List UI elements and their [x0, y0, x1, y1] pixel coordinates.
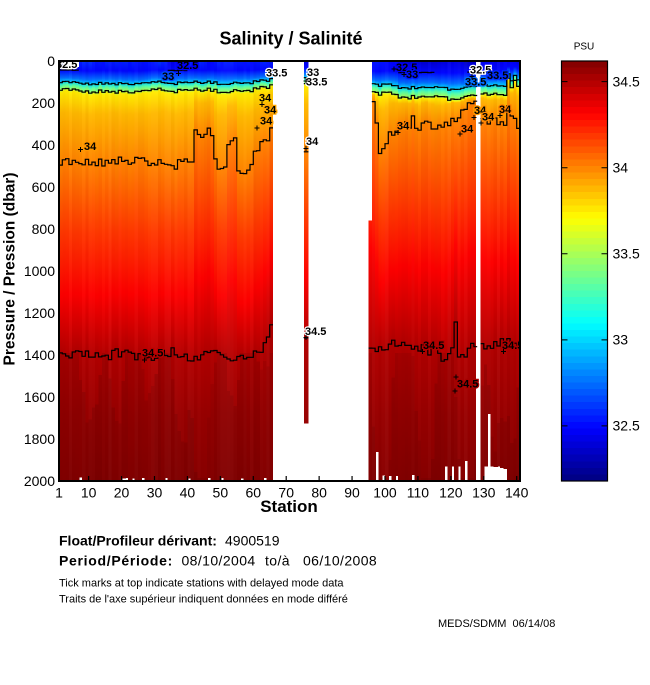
svg-text:1000: 1000	[24, 263, 55, 279]
svg-text:34: 34	[482, 112, 495, 124]
svg-text:34: 34	[474, 105, 487, 117]
svg-text:1400: 1400	[24, 347, 55, 363]
svg-text:PSU: PSU	[574, 42, 595, 53]
svg-text:10: 10	[81, 485, 97, 501]
svg-text:1600: 1600	[24, 389, 55, 405]
svg-text:33.5: 33.5	[487, 70, 508, 82]
svg-text:34.5: 34.5	[423, 340, 444, 352]
svg-text:34: 34	[264, 105, 277, 117]
svg-text:110: 110	[407, 485, 430, 501]
svg-text:Salinity / Salinité: Salinity / Salinité	[219, 29, 362, 49]
svg-text:400: 400	[32, 137, 56, 153]
svg-text:90: 90	[344, 485, 360, 501]
svg-text:33.5: 33.5	[306, 77, 327, 89]
svg-text:34: 34	[260, 116, 273, 128]
svg-text:800: 800	[32, 221, 56, 237]
svg-text:140: 140	[505, 485, 529, 501]
svg-text:70: 70	[278, 485, 294, 501]
svg-text:33: 33	[307, 67, 319, 79]
svg-text:20: 20	[114, 485, 130, 501]
svg-text:34.5: 34.5	[613, 73, 640, 89]
svg-text:Station: Station	[260, 497, 318, 516]
svg-text:08/10/2004: 08/10/2004	[182, 553, 256, 569]
svg-text:1: 1	[55, 485, 63, 501]
svg-text:33.5: 33.5	[613, 246, 640, 262]
svg-text:MEDS/SDMM 06/14/08: MEDS/SDMM 06/14/08	[438, 618, 555, 630]
svg-text:1800: 1800	[24, 431, 55, 447]
svg-text:120: 120	[439, 485, 463, 501]
svg-text:to/à: to/à	[265, 553, 290, 569]
svg-text:4900519: 4900519	[225, 533, 280, 549]
svg-text:1200: 1200	[24, 305, 55, 321]
svg-text:34.5: 34.5	[457, 379, 478, 391]
svg-text:Tick marks at top indicate sta: Tick marks at top indicate stations with…	[59, 578, 344, 590]
svg-text:32.5: 32.5	[177, 60, 198, 72]
svg-text:Period/Période:: Period/Période:	[59, 553, 173, 569]
svg-text:40: 40	[180, 485, 196, 501]
svg-text:32.5: 32.5	[396, 62, 417, 74]
svg-text:34.5: 34.5	[305, 326, 326, 338]
svg-text:34.5: 34.5	[142, 348, 163, 360]
svg-text:Traits de l'axe supérieur indi: Traits de l'axe supérieur indiquent donn…	[59, 594, 348, 606]
svg-text:34: 34	[613, 160, 629, 176]
svg-text:33.5: 33.5	[266, 68, 287, 80]
svg-text:06/10/2008: 06/10/2008	[303, 553, 377, 569]
svg-text:33: 33	[406, 69, 418, 81]
svg-text:34.5: 34.5	[502, 340, 523, 352]
svg-text:34: 34	[499, 104, 512, 116]
svg-text:30: 30	[147, 485, 163, 501]
svg-text:34: 34	[461, 124, 474, 136]
svg-text:50: 50	[213, 485, 229, 501]
svg-text:2000: 2000	[24, 473, 55, 489]
svg-text:60: 60	[245, 485, 261, 501]
svg-text:0: 0	[47, 53, 55, 69]
svg-text:34: 34	[259, 93, 272, 105]
svg-text:600: 600	[32, 179, 56, 195]
svg-text:34: 34	[84, 141, 97, 153]
svg-text:34: 34	[397, 121, 410, 133]
svg-text:130: 130	[472, 485, 496, 501]
svg-text:100: 100	[373, 485, 397, 501]
svg-text:80: 80	[311, 485, 327, 501]
svg-text:Float/Profileur dérivant:: Float/Profileur dérivant:	[59, 533, 217, 549]
svg-text:200: 200	[32, 95, 56, 111]
svg-text:32.5: 32.5	[56, 59, 77, 71]
svg-text:33.5: 33.5	[465, 77, 486, 89]
svg-text:32.5: 32.5	[613, 418, 640, 434]
svg-text:32.5: 32.5	[470, 65, 491, 77]
svg-text:34: 34	[306, 136, 319, 148]
svg-text:Pressure / Pression (dbar): Pressure / Pression (dbar)	[2, 173, 19, 366]
svg-text:33: 33	[613, 332, 629, 348]
svg-text:33: 33	[162, 71, 174, 83]
